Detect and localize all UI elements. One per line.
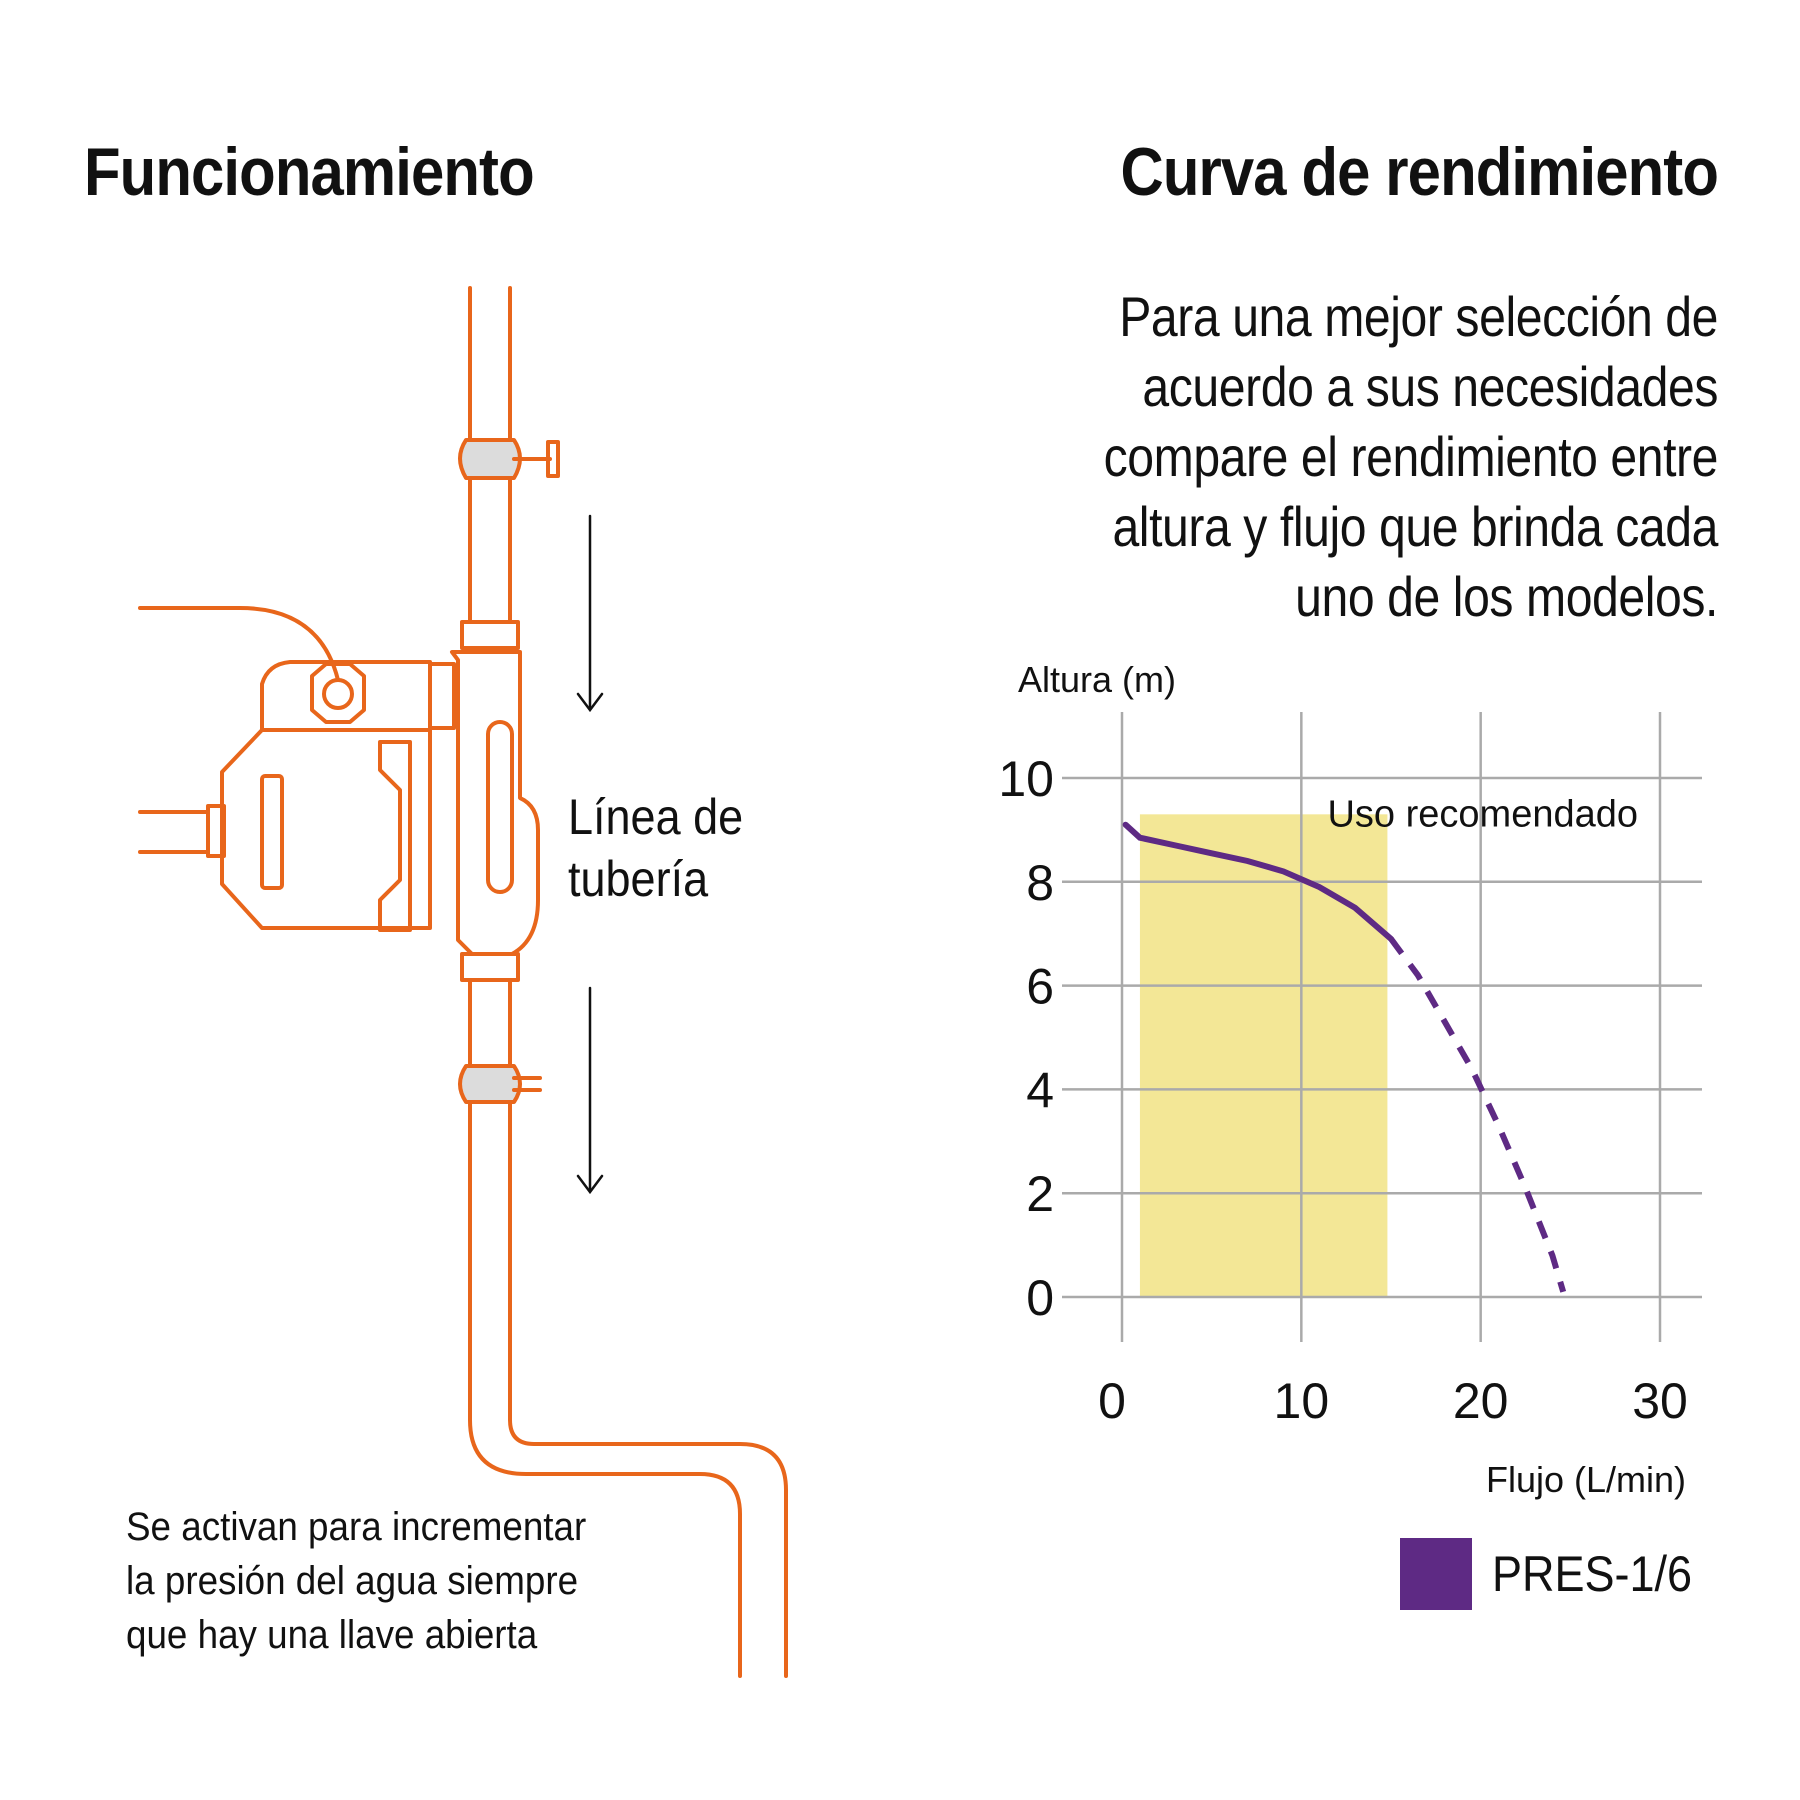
motor-rear-cap <box>206 804 226 858</box>
legend-label-pres-1-6: PRES-1/6 <box>1492 1546 1693 1602</box>
motor-bracket <box>378 740 412 932</box>
curva-title: Curva de rendimiento <box>1120 134 1718 210</box>
note-line: que hay una llave abierta <box>126 1613 538 1657</box>
y-axis-label: Altura (m) <box>1018 659 1176 700</box>
pipe-elbow-inner <box>508 1100 788 1678</box>
pipe-line-label: Línea de tubería <box>568 786 743 910</box>
y-tick-label: 6 <box>1026 959 1054 1015</box>
intro-paragraph: Para una mejor selección de acuerdo a su… <box>944 282 1719 632</box>
band-label: Uso recomendado <box>1327 793 1638 835</box>
intro-line: uno de los modelos. <box>1295 565 1718 628</box>
x-tick-label: 10 <box>1274 1373 1330 1429</box>
pump-outlet-collar <box>460 952 520 982</box>
x-axis-label: Flujo (L/min) <box>1486 1459 1686 1500</box>
series-pres-1-6-solid <box>1122 821 1394 942</box>
pipe-label-line: Línea de <box>568 789 744 845</box>
note-line: la presión del agua siempre <box>126 1559 579 1603</box>
note-line: Se activan para incrementar <box>126 1505 587 1549</box>
y-tick-label: 2 <box>1026 1166 1054 1222</box>
x-tick-label: 20 <box>1453 1373 1509 1429</box>
series-pres-1-6-dashed <box>1388 937 1567 1293</box>
intro-line: Para una mejor selección de <box>1119 285 1718 348</box>
x-tick-label: 30 <box>1632 1373 1688 1429</box>
motor-flange <box>428 662 456 730</box>
y-tick-label: 4 <box>1026 1062 1054 1118</box>
intro-line: compare el rendimiento entre <box>1103 425 1719 488</box>
upper-valve-body <box>458 438 522 480</box>
pipe-label-line: tubería <box>568 851 709 907</box>
legend-swatch-pres-1-6 <box>1400 1538 1472 1610</box>
pipe-elbow-outer <box>468 1100 742 1678</box>
x-tick-label: 0 <box>1098 1373 1126 1429</box>
motor-housing <box>260 660 432 732</box>
flow-arrow-lower-head <box>576 1174 604 1195</box>
recommended-use-band <box>1139 814 1388 1297</box>
intro-line: acuerdo a sus necesidades <box>1142 355 1718 418</box>
y-tick-label: 0 <box>1026 1270 1054 1326</box>
activation-note: Se activan para incrementar la presión d… <box>126 1500 586 1662</box>
upper-valve-handle <box>546 440 560 478</box>
y-tick-label: 8 <box>1026 855 1054 911</box>
funcionamiento-title: Funcionamiento <box>84 134 535 210</box>
pump-inlet-collar <box>460 620 520 650</box>
pump-volute-window <box>486 720 514 894</box>
lower-valve-body <box>458 1064 522 1104</box>
motor-side-plate <box>260 774 284 890</box>
intro-line: altura y flujo que brinda cada <box>1112 495 1718 558</box>
power-cable <box>138 606 340 682</box>
flow-arrow-upper-head <box>576 692 604 713</box>
y-tick-label: 10 <box>998 751 1054 807</box>
